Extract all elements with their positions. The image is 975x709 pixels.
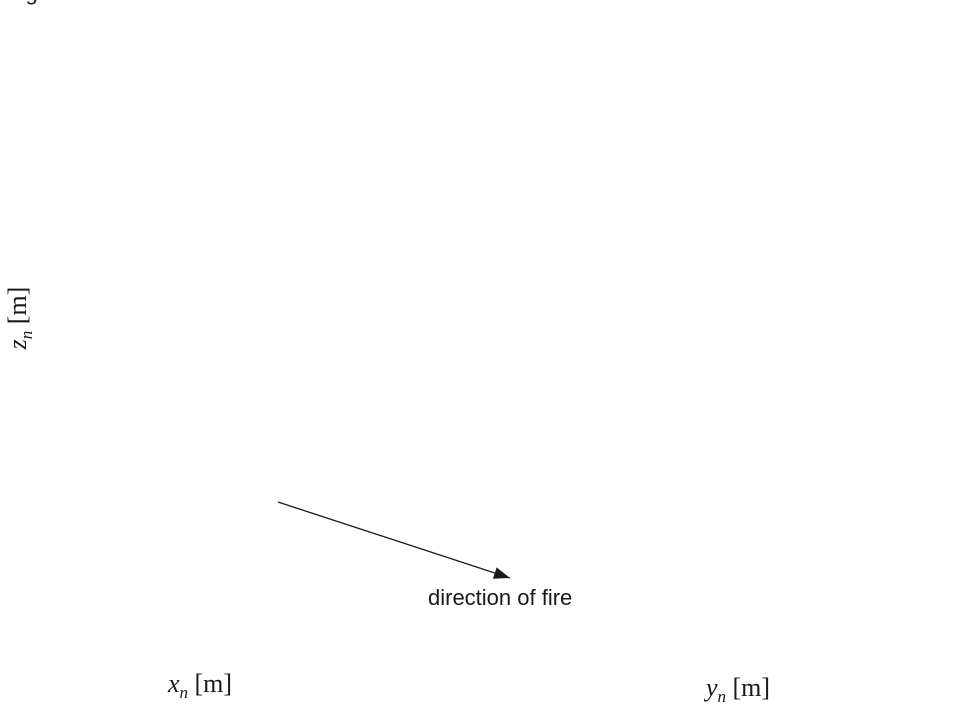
direction-arrow [277,501,511,579]
annotations: target direction of fire [0,0,572,610]
target-label: target [0,0,56,5]
axis-labels: xn [m] yn [m] zn [m] [3,287,770,706]
y-tick-label: -20 [0,0,16,5]
direction-arrowhead [492,567,510,579]
y-tick-label: 20 [0,0,12,5]
y-tick-label: 40 [0,0,12,5]
tick-labels: 0-20-40-6023,14023,16023,18023,20023,220… [0,0,16,5]
y-tick-label: -40 [0,0,16,5]
y-axis-label: yn [m] [703,673,770,706]
x-axis-label: xn [m] [167,669,232,702]
direction-label: direction of fire [428,585,572,610]
z-axis-label: zn [m] [3,287,36,351]
y-tick-label: 0 [0,0,6,5]
